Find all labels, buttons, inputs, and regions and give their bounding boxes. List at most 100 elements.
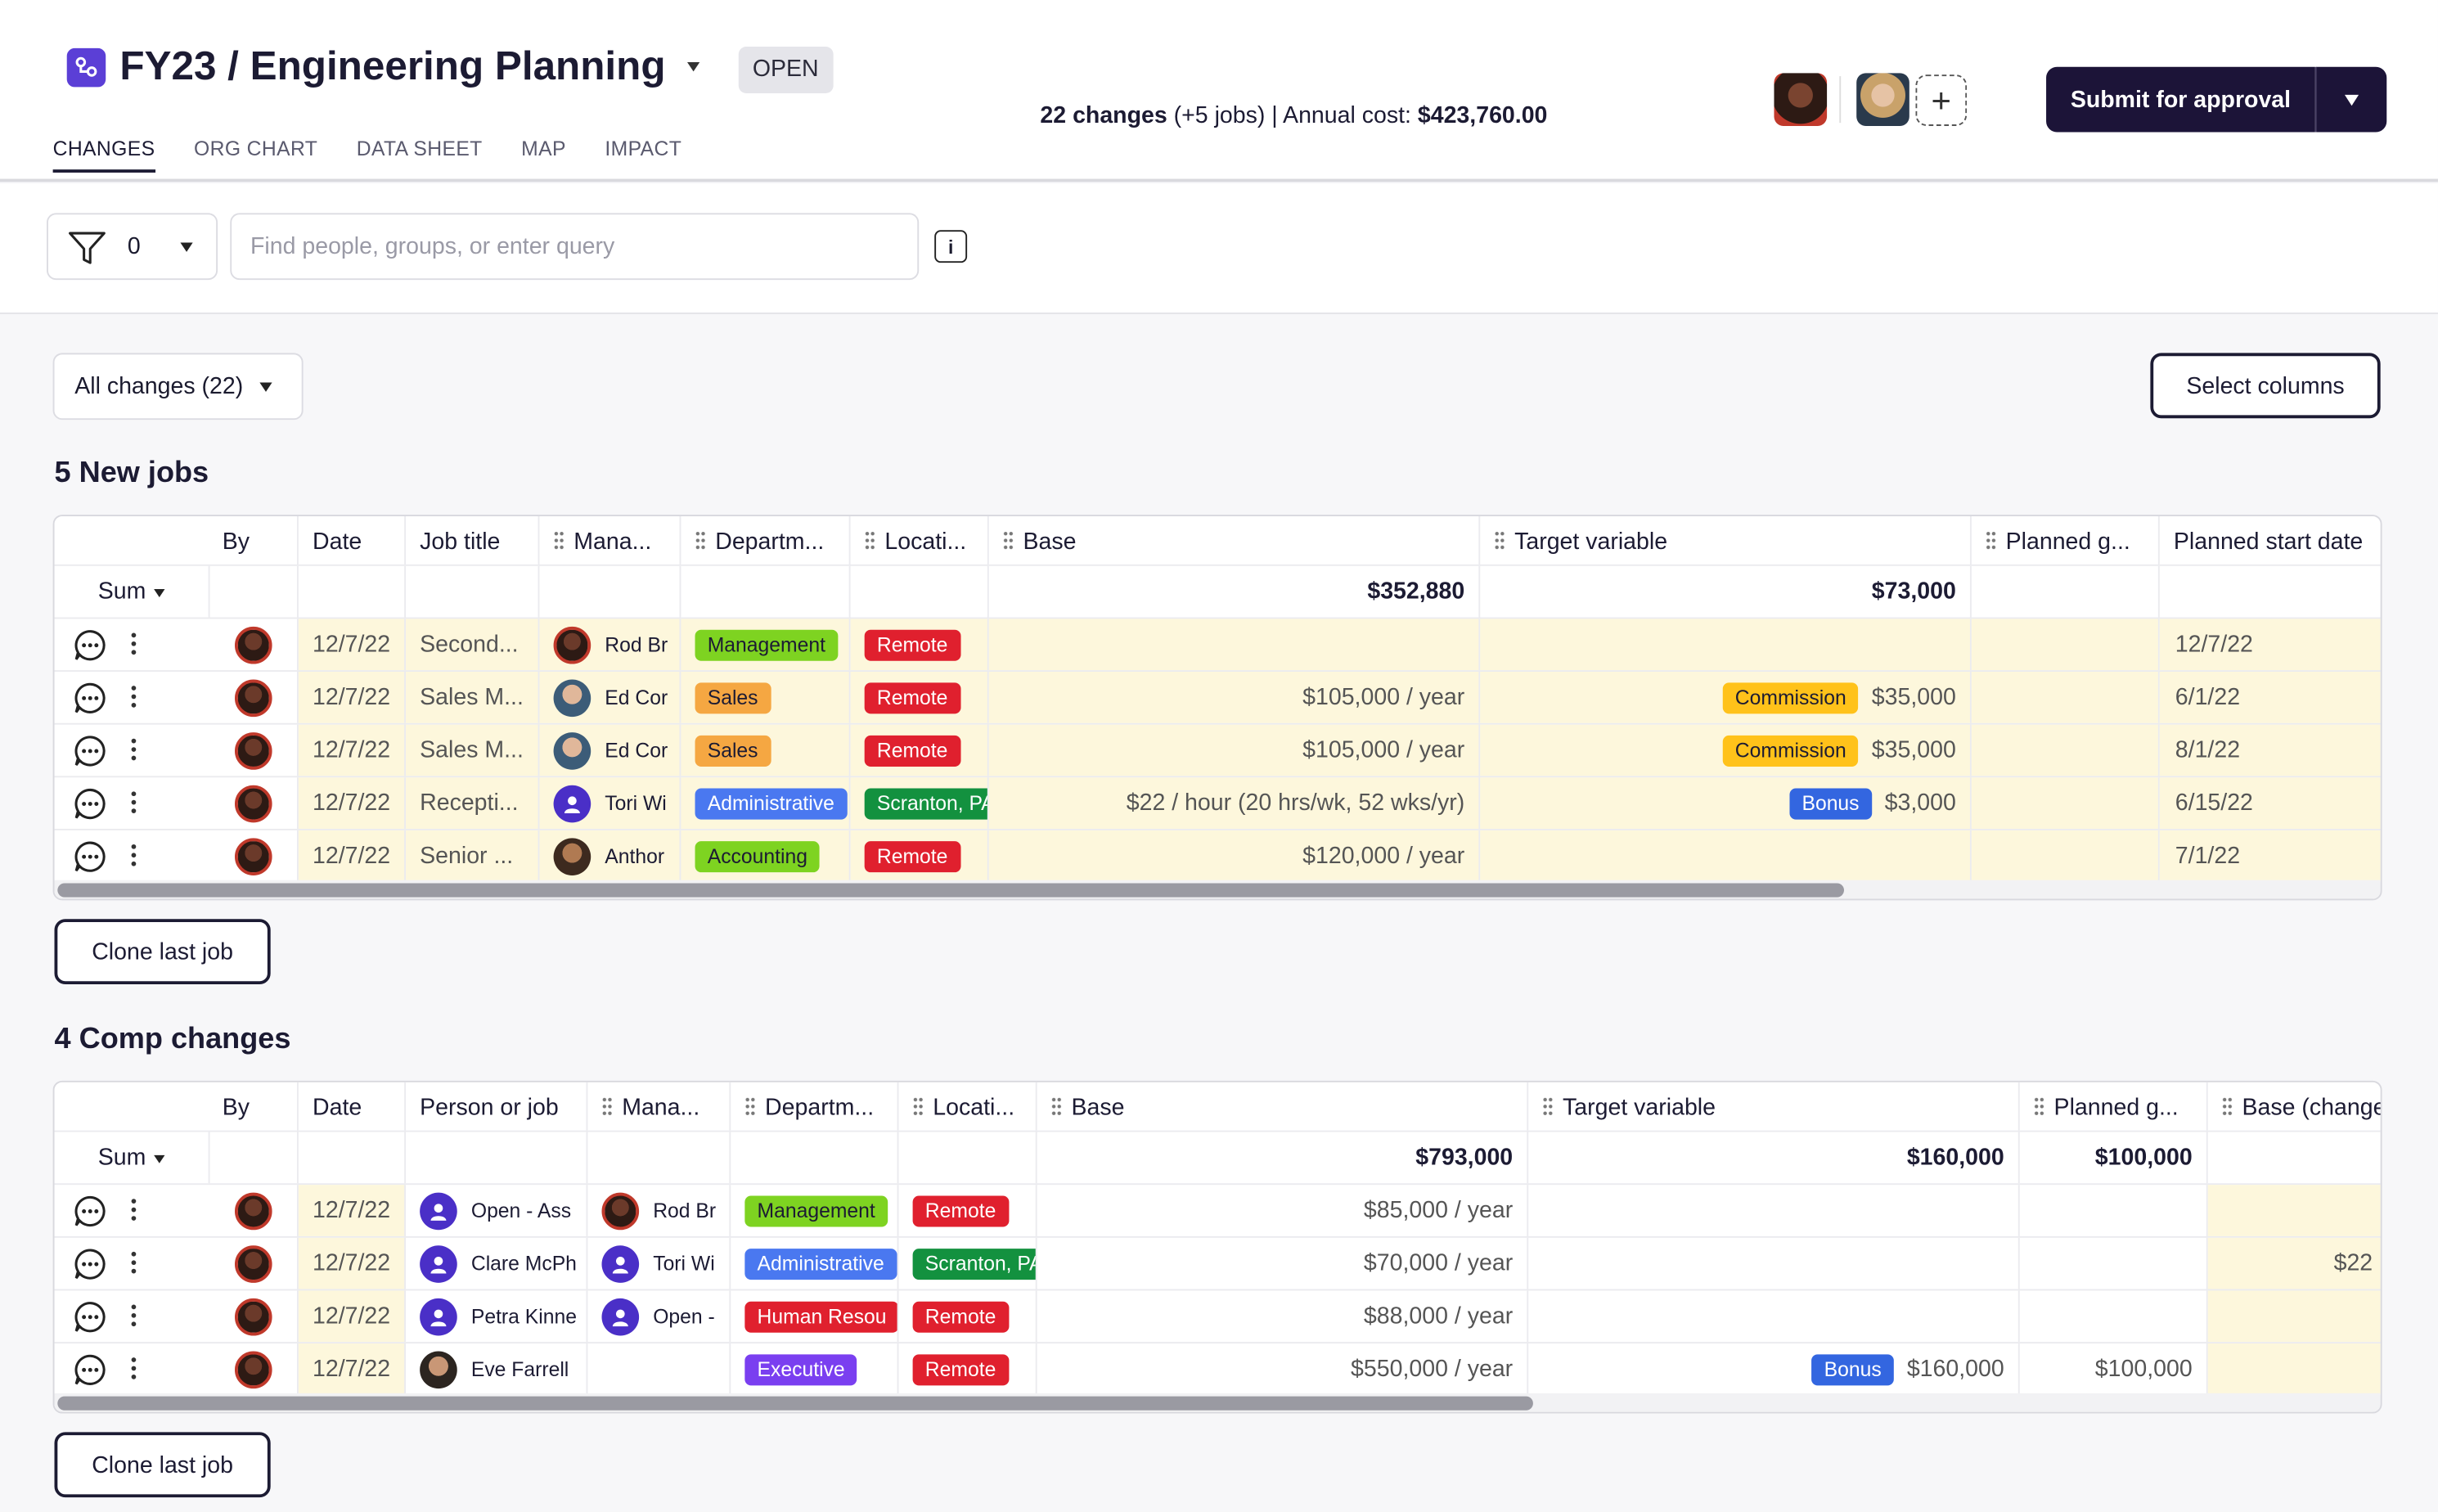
tab-org-chart[interactable]: ORG CHART (193, 137, 318, 160)
column-header-base[interactable]: Base (989, 515, 1481, 565)
location-cell[interactable]: Remote (898, 1290, 1037, 1343)
manager-cell[interactable]: Rod Br (587, 1185, 731, 1236)
tab-data-sheet[interactable]: DATA SHEET (356, 137, 483, 160)
column-header-base-change[interactable]: Base (change (2208, 1082, 2381, 1131)
column-header-department[interactable]: Departm... (731, 1082, 899, 1131)
department-cell[interactable]: Executive (731, 1343, 899, 1395)
author-avatar[interactable] (234, 838, 272, 875)
target-variable-cell[interactable] (1528, 1290, 2020, 1343)
base-cell[interactable]: $88,000 / year (1037, 1290, 1529, 1343)
planned-start-date-cell[interactable]: 6/15/22 (2159, 777, 2381, 829)
manager-cell[interactable]: Ed Cor (539, 672, 681, 723)
person-avatar[interactable] (420, 1192, 457, 1231)
planned-start-date-cell[interactable]: 12/7/22 (2159, 619, 2381, 671)
comment-icon[interactable] (73, 787, 107, 821)
department-cell[interactable]: Human Resou (731, 1290, 899, 1343)
kebab-icon[interactable] (129, 684, 138, 709)
kebab-icon[interactable] (129, 790, 138, 814)
location-cell[interactable]: Remote (850, 619, 989, 671)
column-header-location[interactable]: Locati... (898, 1082, 1037, 1131)
planned-start-date-cell[interactable]: 6/1/22 (2159, 672, 2381, 723)
manager-avatar[interactable] (553, 626, 592, 664)
department-cell[interactable]: Sales (681, 672, 851, 723)
author-avatar[interactable] (234, 785, 272, 823)
person-cell[interactable]: Open - Ass (406, 1185, 588, 1236)
manager-avatar[interactable] (553, 785, 592, 823)
author-avatar[interactable] (234, 732, 272, 770)
person-avatar[interactable] (420, 1351, 457, 1389)
table-row[interactable]: 12/7/22 Petra Kinne Open - Human Resou Remot… (54, 1290, 2381, 1344)
comment-icon[interactable] (73, 1195, 107, 1229)
column-header-date[interactable]: Date (299, 515, 407, 565)
person-cell[interactable]: Clare McPh (406, 1237, 588, 1289)
planned-cell[interactable] (2020, 1237, 2208, 1289)
comment-icon[interactable] (73, 1352, 107, 1387)
location-cell[interactable]: Scranton, PA (850, 777, 989, 829)
planned-cell[interactable] (2020, 1185, 2208, 1236)
base-cell[interactable]: $120,000 / year (988, 830, 1481, 882)
planned-start-date-cell[interactable]: 7/1/22 (2159, 830, 2381, 882)
job-title-cell[interactable]: Second... (406, 619, 540, 671)
grip-icon[interactable] (601, 1096, 613, 1117)
author-avatar[interactable] (234, 679, 272, 718)
table-row[interactable]: 12/7/22 Sales M... Ed Cor Sales Remote $105,0… (54, 672, 2381, 725)
base-cell[interactable]: $70,000 / year (1037, 1237, 1529, 1289)
location-cell[interactable]: Remote (850, 830, 989, 882)
comment-icon[interactable] (73, 628, 107, 663)
person-cell[interactable]: Petra Kinne (406, 1290, 588, 1343)
comment-icon[interactable] (73, 734, 107, 768)
manager-avatar[interactable] (601, 1192, 640, 1231)
target-variable-cell[interactable] (1528, 1185, 2020, 1236)
manager-cell[interactable]: Rod Br (539, 619, 681, 671)
target-variable-cell[interactable] (1480, 830, 1972, 882)
column-header-planned-g[interactable]: Planned g... (2020, 1082, 2208, 1131)
tab-changes[interactable]: CHANGES (52, 137, 155, 173)
manager-avatar[interactable] (553, 732, 592, 770)
grip-icon[interactable] (2221, 1096, 2233, 1117)
job-title-cell[interactable]: Sales M... (406, 672, 540, 723)
column-header-manager[interactable]: Mana... (539, 515, 681, 565)
filter-button[interactable]: 0 (47, 213, 218, 281)
base-cell[interactable]: $22 / hour (20 hrs/wk, 52 wks/yr) (988, 777, 1481, 829)
table-row[interactable]: 12/7/22 Open - Ass Rod Br Management Remote $… (54, 1185, 2381, 1238)
kebab-icon[interactable] (129, 1197, 138, 1222)
clone-last-job-button[interactable]: Clone last job (54, 1432, 271, 1498)
location-cell[interactable]: Remote (898, 1343, 1037, 1395)
info-icon[interactable]: i (934, 230, 968, 263)
location-cell[interactable]: Remote (898, 1185, 1037, 1236)
target-variable-cell[interactable]: Bonus $160,000 (1528, 1343, 2020, 1395)
base-cell[interactable]: $105,000 / year (988, 672, 1481, 723)
comment-icon[interactable] (73, 1247, 107, 1281)
tab-impact[interactable]: IMPACT (605, 137, 682, 160)
location-cell[interactable]: Remote (850, 672, 989, 723)
manager-cell[interactable]: Open - (587, 1290, 731, 1343)
column-header-target-variable[interactable]: Target variable (1480, 515, 1972, 565)
person-cell[interactable]: Eve Farrell (406, 1343, 588, 1395)
all-changes-dropdown[interactable]: All changes (22) (52, 353, 304, 421)
author-avatar[interactable] (234, 1298, 272, 1336)
kebab-icon[interactable] (129, 632, 138, 656)
select-columns-button[interactable]: Select columns (2150, 353, 2381, 419)
job-title-cell[interactable]: Senior ... (406, 830, 540, 882)
base-change-cell[interactable]: $22 (2207, 1237, 2381, 1289)
person-avatar[interactable] (420, 1298, 457, 1336)
kebab-icon[interactable] (129, 737, 138, 762)
column-header-job-title[interactable]: Job title (406, 515, 540, 565)
planned-start-date-cell[interactable]: 8/1/22 (2159, 724, 2381, 776)
grip-icon[interactable] (744, 1096, 756, 1117)
collaborator-avatar[interactable] (1856, 73, 1909, 126)
manager-avatar[interactable] (601, 1298, 640, 1336)
department-cell[interactable]: Accounting (681, 830, 851, 882)
location-cell[interactable]: Scranton, PA (898, 1237, 1037, 1289)
manager-avatar[interactable] (601, 1245, 640, 1283)
column-header-base[interactable]: Base (1037, 1082, 1529, 1131)
table-row[interactable]: 12/7/22 Senior ... Anthor Accounting Remote $… (54, 830, 2381, 884)
grip-icon[interactable] (553, 530, 565, 551)
department-cell[interactable]: Sales (681, 724, 851, 776)
target-variable-cell[interactable]: Commission $35,000 (1480, 724, 1972, 776)
column-header-by[interactable]: By (210, 1082, 299, 1131)
target-variable-cell[interactable] (1528, 1237, 2020, 1289)
person-avatar[interactable] (420, 1245, 457, 1283)
column-header-target-variable[interactable]: Target variable (1528, 1082, 2020, 1131)
add-collaborator-plus-icon[interactable]: + (1915, 74, 1968, 126)
